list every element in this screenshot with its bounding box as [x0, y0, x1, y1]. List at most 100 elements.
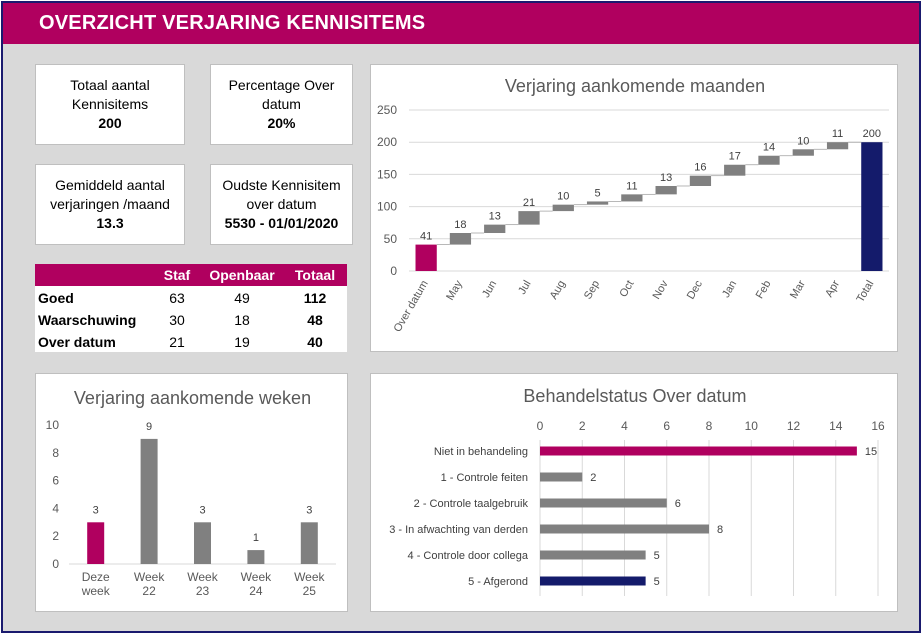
months-bar: [758, 155, 780, 165]
weeks-bar: [300, 522, 318, 564]
cell-over-datum-staf: 21: [169, 334, 185, 350]
status-bar: [540, 576, 646, 586]
months-xtick-label: Aug: [548, 279, 568, 302]
kpi-avg-label: Gemiddeld aantal verjaringen /maand: [50, 177, 170, 212]
kpi-overdue-card: Percentage Over datum 20%: [210, 64, 353, 145]
row-label-goed: Goed: [38, 290, 74, 306]
status-bar: [540, 524, 709, 534]
status-xtick-label: 14: [829, 419, 843, 433]
weeks-bar: [140, 438, 158, 564]
months-bar: [518, 211, 540, 225]
months-xtick-label: Over datum: [392, 279, 431, 335]
months-xtick-label: Nov: [651, 278, 671, 301]
months-bar: [689, 175, 712, 186]
months-ytick-label: 100: [377, 200, 397, 214]
status-xtick-label: 8: [706, 419, 713, 433]
weeks-bar: [87, 522, 105, 564]
kpi-avg-card: Gemiddeld aantal verjaringen /maand 13.3: [35, 164, 185, 245]
status-data-label: 5: [654, 550, 660, 562]
status-bar: [540, 472, 583, 482]
months-ytick-label: 250: [377, 103, 397, 117]
status-xtick-label: 2: [579, 419, 586, 433]
months-xtick-label: Dec: [685, 278, 705, 301]
weeks-data-label: 3: [306, 504, 312, 516]
months-bar: [621, 194, 643, 202]
weeks-chart-card: Verjaring aankomende weken 0 2 4 6 8 10 3 Deze we…: [35, 373, 348, 612]
months-data-label: 10: [557, 191, 569, 203]
weeks-data-label: 1: [253, 532, 259, 544]
cell-goed-totaal: 112: [303, 290, 327, 306]
months-xtick-label: Feb: [754, 279, 774, 301]
months-ytick-label: 150: [377, 167, 397, 181]
weeks-ytick-label: 0: [52, 557, 59, 571]
weeks-bar: [194, 522, 211, 564]
months-data-label: 41: [420, 231, 432, 243]
months-xtick-label: Total: [854, 279, 876, 305]
status-data-label: 5: [654, 576, 660, 588]
weeks-xtick-label: Deze week: [81, 570, 111, 598]
months-data-label: 21: [523, 197, 535, 209]
months-waterfall-chart: Verjaring aankomende maanden 0 50 100 150 200…: [377, 76, 889, 335]
kpi-oldest-card: Oudste Kennisitem over datum 5530 - 01/0…: [210, 164, 353, 245]
months-xtick-label: May: [444, 278, 465, 302]
status-bar: [540, 550, 646, 560]
status-bar: [540, 498, 667, 508]
months-xtick-label: Oct: [618, 279, 637, 300]
cell-over-datum-openbaar: 19: [234, 334, 250, 350]
kpi-overdue-label: Percentage Over datum: [228, 77, 335, 112]
months-data-label: 16: [694, 162, 706, 174]
status-xtick-label: 0: [537, 419, 544, 433]
weeks-chart-title: Verjaring aankomende weken: [74, 388, 311, 408]
page-title: OVERZICHT VERJARING KENNISITEMS: [39, 12, 426, 34]
weeks-ytick-label: 10: [46, 418, 60, 432]
months-bar: [484, 224, 506, 234]
weeks-data-label: 3: [93, 504, 99, 516]
weeks-data-label: 9: [146, 421, 152, 433]
col-header-totaal: Totaal: [294, 267, 336, 283]
status-table-header: Staf Openbaar Totaal: [35, 264, 347, 286]
months-bar: [724, 164, 746, 176]
status-category-label: 4 - Controle door collega: [408, 550, 529, 562]
status-xtick-label: 4: [621, 419, 628, 433]
weeks-ytick-label: 6: [52, 474, 59, 488]
status-bar: [540, 446, 857, 456]
cell-waarschuwing-staf: 30: [169, 312, 185, 328]
months-data-label: 11: [832, 128, 843, 140]
cell-waarschuwing-totaal: 48: [307, 312, 323, 328]
row-label-over-datum: Over datum: [38, 334, 116, 350]
status-category-label: 3 - In afwachting van derden: [389, 524, 528, 536]
status-chart-card: Behandelstatus Over datum 0 2 4 6 8 10 12 14 16 15…: [370, 373, 898, 612]
status-data-label: 2: [590, 472, 596, 484]
weeks-bar: [247, 550, 265, 564]
months-xtick-label: Jun: [480, 279, 499, 300]
months-data-label: 18: [454, 219, 466, 231]
status-category-label: 2 - Controle taalgebruik: [414, 498, 529, 510]
status-category-label: 5 - Afgerond: [468, 576, 528, 588]
months-ytick-label: 200: [377, 135, 397, 149]
status-xtick-label: 12: [787, 419, 801, 433]
months-data-label: 200: [863, 128, 881, 140]
months-xtick-label: Mar: [788, 278, 808, 301]
kpi-oldest-value: 5530 - 01/01/2020: [224, 215, 339, 231]
months-bar: [826, 142, 849, 150]
kpi-total-label: Totaal aantal Kennisitems: [70, 77, 150, 112]
weeks-ytick-label: 4: [52, 501, 59, 515]
status-xtick-label: 10: [745, 419, 759, 433]
cell-over-datum-totaal: 40: [307, 334, 323, 350]
kpi-total-value: 200: [98, 115, 122, 131]
weeks-bar-chart: Verjaring aankomende weken 0 2 4 6 8 10 3 Deze we…: [46, 388, 336, 598]
months-bar: [415, 244, 437, 271]
status-chart-title: Behandelstatus Over datum: [523, 386, 746, 406]
col-header-openbaar: Openbaar: [209, 267, 275, 283]
months-data-label: 14: [763, 142, 775, 154]
months-xtick-label: Jul: [516, 279, 533, 297]
months-bar: [586, 201, 609, 205]
weeks-xtick-label: Week 23: [187, 570, 218, 598]
status-data-label: 15: [865, 446, 877, 458]
weeks-data-label: 3: [199, 504, 205, 516]
months-data-label: 13: [660, 172, 672, 184]
months-ytick-label: 50: [384, 232, 398, 246]
status-category-label: Niet in behandeling: [434, 446, 528, 458]
weeks-xtick-label: Week 24: [241, 570, 272, 598]
status-data-label: 8: [717, 524, 723, 536]
